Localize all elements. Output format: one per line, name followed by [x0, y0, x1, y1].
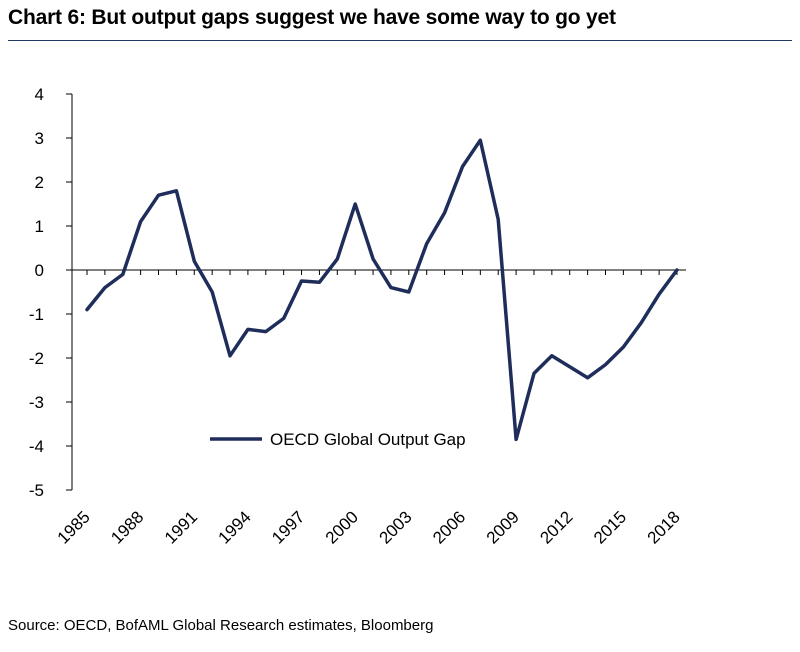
chart-title: Chart 6: But output gaps suggest we have…	[8, 6, 616, 29]
y-tick-label: 1	[35, 217, 44, 236]
title-divider	[8, 40, 792, 41]
source-note: Source: OECD, BofAML Global Research est…	[8, 617, 434, 634]
x-tick-label: 2018	[644, 507, 684, 547]
y-tick-label: 3	[35, 129, 44, 148]
x-axis: 1985 1988 1991 1994 1997 2000 2003 2006 2009 2012…	[54, 269, 686, 548]
x-tick-label: 1994	[215, 507, 255, 547]
x-tick-label: 2009	[483, 507, 523, 547]
y-tick-label: -1	[29, 305, 44, 324]
series-layer	[85, 138, 679, 442]
y-tick-label: 0	[35, 261, 44, 280]
x-tick-label: 2000	[322, 507, 362, 547]
x-tick-label: 1988	[107, 507, 147, 547]
legend: OECD Global Output Gap	[210, 430, 466, 449]
legend-label: OECD Global Output Gap	[270, 430, 466, 449]
x-tick-label: 2012	[536, 507, 576, 547]
series-line	[85, 138, 679, 442]
y-tick-label: -3	[29, 393, 44, 412]
line-chart: 4 3 2 1 0 -1 -2 -3 -4 -5 1985 1988 1991 1994 1997 2000…	[29, 85, 686, 548]
y-tick-label: -4	[29, 437, 44, 456]
x-tick-label: 1991	[161, 507, 201, 547]
x-tick-label: 2003	[375, 507, 415, 547]
x-tick-label: 2015	[590, 507, 630, 547]
y-tick-label: 4	[35, 85, 44, 104]
x-tick-label: 1985	[54, 507, 94, 547]
y-tick-label: -2	[29, 349, 44, 368]
x-tick-label: 2006	[429, 507, 469, 547]
x-tick-label: 1997	[268, 507, 308, 547]
y-axis: 4 3 2 1 0 -1 -2 -3 -4 -5	[29, 85, 73, 500]
y-tick-label: 2	[35, 173, 44, 192]
y-tick-label: -5	[29, 481, 44, 500]
